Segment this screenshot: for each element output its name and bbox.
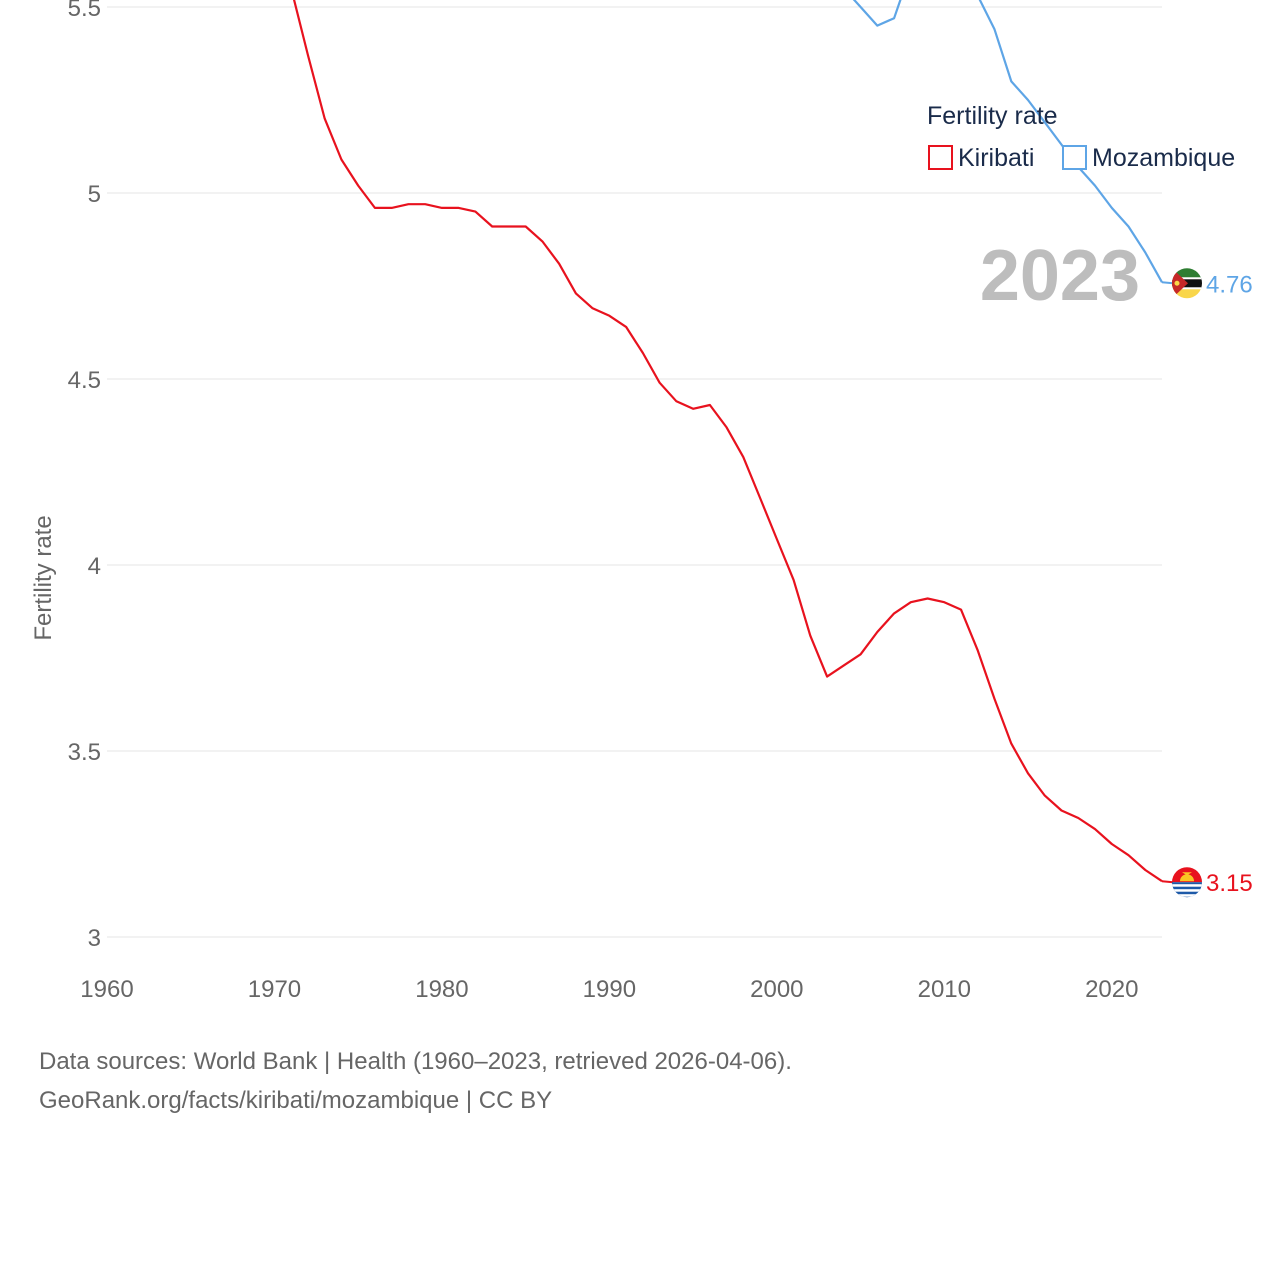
y-axis-ticks: 33.544.555.566.5 xyxy=(68,0,101,952)
x-tick-label: 1960 xyxy=(80,976,133,1003)
x-tick-label: 1980 xyxy=(415,976,468,1003)
x-tick-label: 2020 xyxy=(1085,976,1138,1003)
legend-title: Fertility rate xyxy=(927,102,1058,130)
y-tick-label: 4.5 xyxy=(68,367,101,394)
y-tick-label: 3 xyxy=(88,925,101,952)
series-line-kiribati xyxy=(292,0,1163,883)
source-text: Data sources: World Bank | Health (1960–… xyxy=(39,1048,792,1114)
end-value-label: 3.15 xyxy=(1206,870,1253,897)
legend-label-kiribati[interactable]: Kiribati xyxy=(958,144,1034,172)
series-lines xyxy=(292,0,1163,883)
year-display: 2023 xyxy=(980,236,1140,316)
end-connector xyxy=(1161,880,1174,884)
series-line-mozambique xyxy=(852,0,1163,283)
end-connector xyxy=(1161,281,1174,285)
legend-swatch-kiribati xyxy=(928,145,953,170)
x-tick-label: 1970 xyxy=(248,976,301,1003)
source-line-1: Data sources: World Bank | Health (1960–… xyxy=(39,1048,792,1075)
legend-swatch-mozambique xyxy=(1062,145,1087,170)
source-line-2[interactable]: GeoRank.org/facts/kiribati/mozambique | … xyxy=(39,1087,552,1114)
y-tick-label: 4 xyxy=(88,553,101,580)
end-value-label: 4.76 xyxy=(1206,271,1253,298)
y-tick-label: 3.5 xyxy=(68,739,101,766)
end-markers: 3.15 4.76 xyxy=(1161,268,1253,898)
y-tick-label: 5 xyxy=(88,181,101,208)
gridlines xyxy=(107,6,1162,938)
legend-label-mozambique[interactable]: Mozambique xyxy=(1092,144,1235,172)
y-axis-label: Fertility rate xyxy=(30,515,57,640)
x-tick-label: 2010 xyxy=(918,976,971,1003)
x-tick-label: 2000 xyxy=(750,976,803,1003)
legend: Fertility rate Kiribati Mozambique xyxy=(927,102,1235,172)
mozambique-flag-icon xyxy=(1172,268,1202,299)
x-tick-label: 1990 xyxy=(583,976,636,1003)
x-axis-ticks: 1960 1970 1980 1990 2000 2010 2020 xyxy=(80,976,1138,1003)
y-tick-label: 5.5 xyxy=(68,0,101,22)
kiribati-flag-icon xyxy=(1172,867,1202,898)
